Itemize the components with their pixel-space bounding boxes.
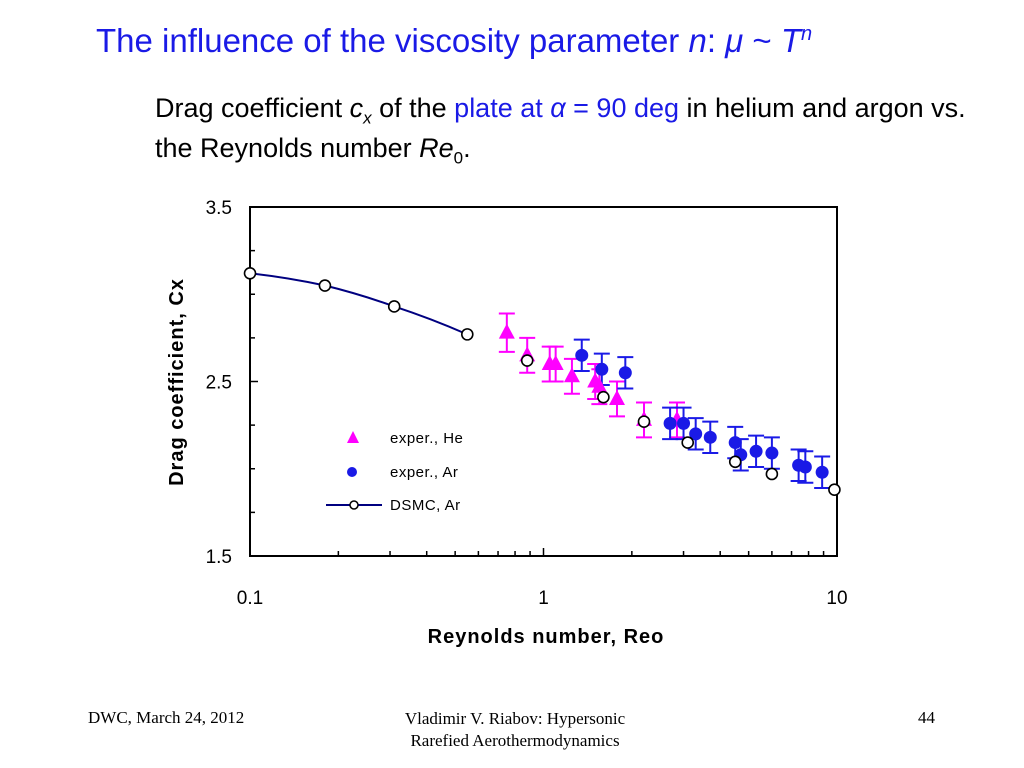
dsmc-ar-scattered-point — [637, 415, 651, 428]
dsmc-ar-point — [387, 300, 401, 313]
subtitle-part3: in helium and argon vs. the Reynolds num… — [155, 93, 966, 163]
legend-label: exper., He — [390, 430, 463, 447]
exper-ar-point — [728, 436, 742, 450]
exper-ar-point — [663, 416, 677, 430]
dsmc-ar-scattered-point — [828, 483, 841, 496]
y-tick-label: 2.5 — [206, 373, 232, 394]
exper-ar-point — [618, 366, 632, 380]
exper-ar-point — [765, 446, 779, 460]
title-text: The influence of the viscosity parameter — [96, 22, 689, 59]
y-tick-label: 1.5 — [206, 547, 232, 568]
footer-author: Vladimir V. Riabov: Hypersonic Rarefied … — [360, 708, 670, 752]
exper-he-point — [591, 377, 608, 393]
slide-title: The influence of the viscosity parameter… — [96, 22, 812, 60]
slide-subtitle: Drag coefficient cx of the plate at α = … — [155, 88, 995, 168]
title-colon: : — [706, 22, 726, 59]
dsmc-ar-scattered-point — [597, 390, 610, 404]
subtitle-highlight-1: plate at — [454, 93, 551, 123]
exper-he-point — [563, 367, 580, 383]
subtitle-highlight-2: = 90 deg — [565, 93, 680, 123]
legend-marker — [347, 467, 357, 477]
page-number: 44 — [918, 708, 935, 727]
exper-ar-point — [798, 460, 812, 474]
dsmc-ar-scattered-point — [681, 436, 695, 449]
x-tick-label: 0.1 — [237, 588, 263, 609]
x-tick-label: 1 — [538, 588, 549, 609]
dsmc-curve — [249, 272, 468, 336]
exper-ar-point — [689, 427, 703, 441]
y-axis-label: Drag coefficient, Cx — [166, 278, 188, 486]
dsmc-ar-point — [318, 279, 332, 292]
subtitle-end: . — [463, 133, 471, 163]
subtitle-c-sub: x — [363, 108, 372, 128]
x-axis-label: Reynolds number, Reo — [428, 626, 665, 648]
exper-ar-point — [575, 348, 589, 362]
subtitle-re: Re — [419, 133, 454, 163]
subtitle-c: c — [349, 93, 364, 123]
exper-ar-point — [749, 444, 763, 458]
footer-author-line2: Rarefied Aerothermodynamics — [410, 731, 620, 750]
subtitle-part2: of the — [371, 93, 455, 123]
exper-ar-point — [815, 465, 829, 479]
title-exponent: n — [801, 23, 813, 45]
title-tilde: ~ — [743, 22, 781, 59]
exper-ar-point — [595, 362, 609, 376]
legend-label: exper., Ar — [390, 464, 458, 481]
dsmc-ar-point — [460, 328, 474, 341]
legend-marker — [347, 431, 359, 443]
footer-author-line1: Vladimir V. Riabov: Hypersonic — [404, 709, 626, 728]
footer-date: DWC, March 24, 2012 — [88, 708, 245, 727]
x-tick-label: 10 — [826, 588, 847, 609]
legend-marker — [349, 500, 359, 510]
exper-ar-point — [703, 430, 717, 444]
subtitle-alpha: α — [550, 93, 566, 123]
dsmc-ar-scattered-point — [728, 455, 742, 469]
subtitle-re-sub: 0 — [453, 148, 464, 168]
title-mu: μ — [725, 22, 744, 59]
exper-he-point — [498, 323, 515, 339]
dsmc-ar-point — [243, 267, 257, 280]
dsmc-ar-scattered-point — [520, 354, 534, 367]
dsmc-ar-scattered-point — [765, 467, 779, 481]
exper-he-point — [608, 389, 625, 405]
y-tick-label: 3.5 — [206, 198, 232, 219]
subtitle-part1: Drag coefficient — [155, 93, 350, 123]
title-n: n — [688, 22, 707, 59]
legend-label: DSMC, Ar — [390, 497, 461, 514]
title-T: T — [780, 22, 802, 59]
exper-he-point — [547, 355, 564, 371]
exper-ar-point — [677, 416, 691, 430]
